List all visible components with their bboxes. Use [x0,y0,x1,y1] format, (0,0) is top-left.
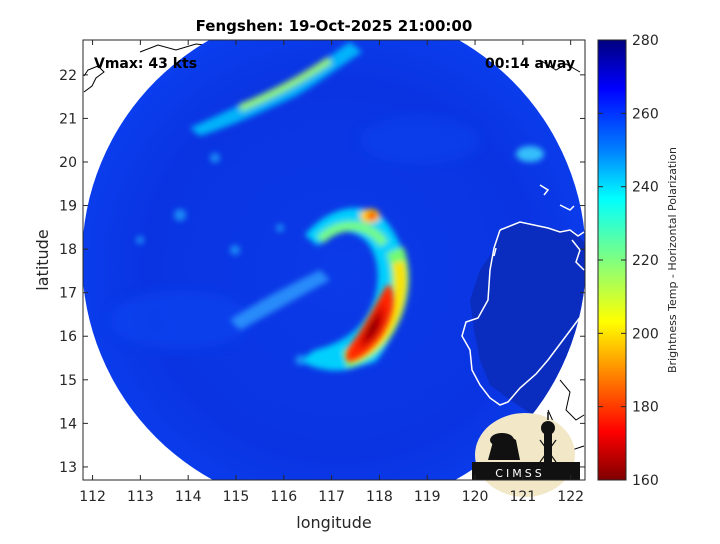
cimss-logo: CIMSS [472,412,580,497]
colorbar-tick-label: 280 [632,33,659,49]
cimss-logo-text: CIMSS [495,467,544,480]
land-outline [461,184,585,406]
y-tick-label: 19 [59,199,77,215]
colorbar-tick-label: 200 [632,326,659,342]
x-tick-label: 116 [270,489,297,505]
x-axis-ticks: 112 113 114 115 116 117 118 119 120 121 122 [79,40,584,505]
y-tick-label: 22 [59,68,77,84]
x-axis-label: longitude [296,513,371,532]
colorbar-tick-label: 160 [632,473,659,489]
x-tick-label: 113 [127,489,154,505]
y-tick-label: 13 [59,460,77,476]
vmax-label: Vmax: 43 kts [94,56,197,72]
y-tick-label: 17 [59,286,77,302]
x-tick-label: 112 [79,489,106,505]
y-tick-label: 14 [59,416,77,432]
x-tick-label: 119 [414,489,441,505]
x-tick-label: 114 [175,489,202,505]
y-tick-label: 20 [59,155,77,171]
x-tick-label: 122 [557,489,584,505]
time-away-label: 00:14 away [485,56,575,72]
x-tick-label: 115 [223,489,250,505]
x-tick-label: 117 [318,489,345,505]
x-tick-label: 118 [366,489,393,505]
y-tick-label: 15 [59,373,77,389]
x-tick-label: 121 [509,489,536,505]
y-tick-label: 18 [59,242,77,258]
colorbar-ticks: 160 180 200 220 240 260 280 [598,33,659,489]
colorbar-label: Brightness Temp - Horizontal Polarizatio… [666,147,679,373]
colorbar-tick-label: 260 [632,106,659,122]
y-tick-label: 16 [59,329,77,345]
axes-frame [82,39,586,481]
colorbar-tick-label: 180 [632,400,659,416]
y-axis-label: latitude [33,229,52,290]
y-axis-ticks: 13 14 15 16 17 18 19 20 21 22 [59,68,585,476]
colorbar-tick-label: 220 [632,253,659,269]
chart-title: Fengshen: 19-Oct-2025 21:00:00 [196,17,473,35]
colorbar-tick-label: 240 [632,180,659,196]
y-tick-label: 21 [59,111,77,127]
x-tick-label: 120 [462,489,489,505]
